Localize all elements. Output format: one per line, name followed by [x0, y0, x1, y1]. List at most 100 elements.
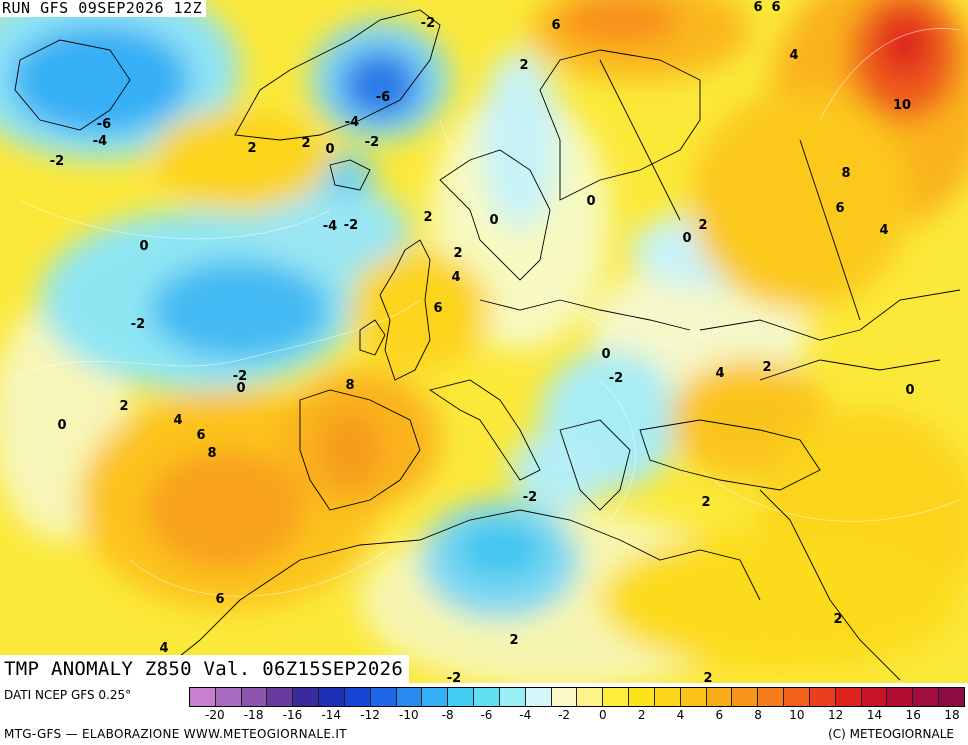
contour-value-label: -4: [323, 219, 337, 234]
legend-swatch: [603, 688, 630, 706]
legend-swatch: [913, 688, 940, 706]
contour-value-label: -2: [421, 16, 435, 31]
contour-value-label: 0: [57, 418, 66, 433]
contour-value-label: 0: [905, 383, 914, 398]
legend-tick-label: -4: [519, 708, 532, 722]
temperature-anomaly-map: -2 6 6 6 2 4 -6 -6 -4 -4 -2 -2 0 2 2 -4 -2 2 0 10 8 6 4 0 2 0 2 4 6-…: [0, 0, 968, 683]
contour-value-label: -2: [609, 371, 623, 386]
contour-value-label: 2: [453, 246, 462, 261]
contour-value-label: 2: [762, 360, 771, 375]
legend-tick-label: 10: [789, 708, 805, 722]
contour-value-label: 4: [451, 270, 460, 285]
legend-panel: DATI NCEP GFS 0.25° -20 -18 -16 -14 -12 -10 -8…: [0, 683, 968, 745]
contour-value-label: 8: [345, 378, 354, 393]
contour-value-label: -2: [344, 218, 358, 233]
contour-value-label: 8: [841, 166, 850, 181]
contour-value-label: 2: [519, 58, 528, 73]
legend-swatch: [396, 688, 423, 706]
contour-value-label: 4: [159, 641, 168, 656]
contour-value-label: 6: [433, 301, 442, 316]
legend-swatch: [732, 688, 759, 706]
legend-swatch: [474, 688, 500, 706]
legend-swatch: [551, 688, 578, 706]
legend-tick-label: -18: [243, 708, 264, 722]
legend-swatch: [370, 688, 397, 706]
legend-swatch: [499, 688, 526, 706]
anomaly-field: [0, 0, 968, 683]
contour-value-label: -2: [523, 490, 537, 505]
legend-tick-label: -16: [282, 708, 303, 722]
contour-value-label: 6: [215, 592, 224, 607]
legend-swatch: [654, 688, 681, 706]
legend-swatch: [215, 688, 242, 706]
color-scale-bar: [189, 687, 965, 707]
contour-value-label: 2: [703, 671, 712, 683]
contour-value-label: 6: [551, 18, 560, 33]
contour-value-label: 4: [789, 48, 798, 63]
contour-value-label: 0: [325, 142, 334, 157]
legend-tick-label: 0: [599, 708, 607, 722]
contour-value-label: 4: [173, 413, 182, 428]
legend-swatch: [267, 688, 294, 706]
legend-tick-label: -20: [205, 708, 225, 722]
legend-swatch: [784, 688, 810, 706]
credits-left: MTG-GFS — ELABORAZIONE WWW.METEOGIORNALE…: [4, 727, 347, 741]
legend-tick-label: 2: [637, 708, 646, 722]
legend-tick-label: 12: [828, 708, 844, 722]
copyright: (C) METEOGIORNALE: [828, 727, 954, 741]
contour-value-label: -2: [233, 369, 247, 384]
legend-tick-label: 4: [676, 708, 685, 722]
legend-swatch: [448, 688, 475, 706]
contour-value-labels: -2 66 624-6-6 -4-4-2-202 2-4 -22 010864020246-…: [50, 0, 915, 683]
legend-tick-label: -10: [399, 708, 419, 722]
contour-value-label: 0: [601, 347, 610, 362]
color-scale-ticks: -20 -18 -16 -14 -12 -10 -8 -6 -4 -2 0 2 4 6 8 10 12 14 16 1…: [0, 708, 968, 724]
legend-swatch: [577, 688, 604, 706]
data-source-label: DATI NCEP GFS 0.25°: [4, 688, 132, 702]
contour-value-label: 10: [893, 98, 911, 113]
contour-value-label: 8: [207, 446, 216, 461]
legend-tick-label: 18: [944, 708, 960, 722]
contour-value-label: 0: [489, 213, 498, 228]
legend-swatch: [319, 688, 345, 706]
legend-swatch: [344, 688, 371, 706]
contour-value-label: 2: [701, 495, 710, 510]
legend-swatch: [758, 688, 785, 706]
contour-value-label: 6: [835, 201, 844, 216]
contour-value-label: 6: [753, 0, 762, 15]
contour-value-label: -6: [376, 90, 390, 105]
contour-value-label: 2: [423, 210, 432, 225]
contour-value-label: -2: [50, 154, 64, 169]
contour-value-label: 2: [119, 399, 128, 414]
contour-value-label: 6: [771, 0, 780, 15]
contour-value-label: -4: [93, 134, 107, 149]
legend-tick-label: 16: [905, 708, 921, 722]
legend-tick-label: -2: [558, 708, 571, 722]
legend-swatch: [525, 688, 552, 706]
contour-value-label: 0: [236, 381, 245, 396]
legend-tick-label: -8: [441, 708, 454, 722]
legend-tick-label: -12: [360, 708, 380, 722]
legend-swatch: [939, 688, 964, 706]
legend-swatch: [629, 688, 655, 706]
contour-value-label: 2: [833, 612, 842, 627]
legend-tick-label: 8: [754, 708, 762, 722]
map-canvas: -2 66 624-6-6 -4-4-2-202 2-4 -22 010864020246-…: [0, 0, 968, 683]
contour-value-label: -2: [365, 135, 379, 150]
legend-swatch: [809, 688, 836, 706]
legend-swatch: [861, 688, 888, 706]
legend-swatch: [293, 688, 320, 706]
contour-value-label: 4: [715, 366, 724, 381]
legend-swatch: [706, 688, 733, 706]
legend-swatch: [241, 688, 268, 706]
legend-tick-label: 14: [866, 708, 883, 722]
legend-tick-label: 6: [715, 708, 724, 722]
legend-swatch: [835, 688, 862, 706]
contour-value-label: 6: [196, 428, 205, 443]
contour-value-label: -4: [345, 115, 359, 130]
legend-swatch: [422, 688, 449, 706]
legend-tick-label: -14: [321, 708, 342, 722]
coastlines: [14, 9, 961, 681]
contour-value-label: -2: [447, 671, 461, 683]
